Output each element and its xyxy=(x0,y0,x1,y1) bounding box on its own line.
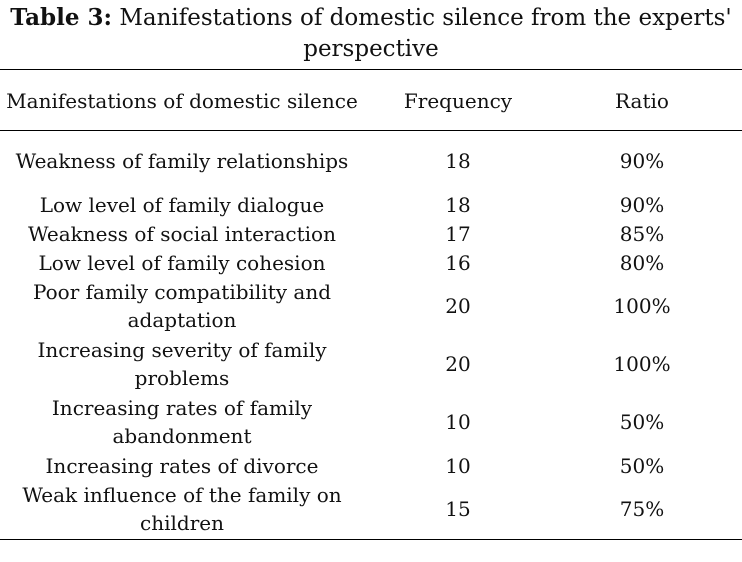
table-row-4-manifestation: Low level of family cohesion xyxy=(38,250,326,275)
table-row-7-ratio: 50% xyxy=(619,410,665,434)
table-row-2-ratio: 90% xyxy=(619,192,665,217)
table-caption-text: Manifestations of domestic silence from … xyxy=(119,5,732,62)
table-row-9-ratio: 75% xyxy=(619,497,665,521)
table-row-2-manifestation: Low level of family dialogue xyxy=(39,192,325,217)
header-ratio: Ratio xyxy=(615,89,669,113)
table-row-8-manifestation: Increasing rates of divorce xyxy=(45,453,319,478)
table-row-6-ratio: 100% xyxy=(613,352,671,376)
table-top-rule xyxy=(0,69,742,70)
table-row-5-frequency: 20 xyxy=(445,294,471,318)
table-bottom-rule xyxy=(0,539,742,540)
table-row-4-ratio: 80% xyxy=(619,250,665,275)
header-frequency: Frequency xyxy=(403,89,513,113)
table-row-8-frequency: 10 xyxy=(445,453,471,478)
table-row-3-ratio: 85% xyxy=(619,221,665,246)
table-row-1-ratio: 90% xyxy=(619,149,665,173)
table-caption-label: Table 3: xyxy=(10,4,113,31)
table-row-9-manifestation: Weak influence of the family on children xyxy=(22,483,342,535)
table-row-3-manifestation: Weakness of social interaction xyxy=(28,221,336,246)
header-manifestations: Manifestations of domestic silence xyxy=(6,89,358,113)
header-rule xyxy=(0,130,742,131)
table-row-9-frequency: 15 xyxy=(445,497,471,521)
table-row-7-manifestation: Increasing rates of family abandonment xyxy=(51,396,313,448)
table-row-1-manifestation: Weakness of family relationships xyxy=(15,149,349,173)
table-row-3-frequency: 17 xyxy=(445,221,471,246)
table-row-1-frequency: 18 xyxy=(445,149,471,173)
table-row-5-ratio: 100% xyxy=(613,294,671,318)
table-row-6-manifestation: Increasing severity of family problems xyxy=(37,338,327,390)
table-row-2-frequency: 18 xyxy=(445,192,471,217)
table-row-7-frequency: 10 xyxy=(445,410,471,434)
table-row-5-manifestation: Poor family compatibility and adaptation xyxy=(32,280,332,332)
table-row-8-ratio: 50% xyxy=(619,453,665,478)
table-row-6-frequency: 20 xyxy=(445,352,471,376)
table-row-4-frequency: 16 xyxy=(445,250,471,275)
table-caption: Table 3: Manifestations of domestic sile… xyxy=(0,2,742,65)
